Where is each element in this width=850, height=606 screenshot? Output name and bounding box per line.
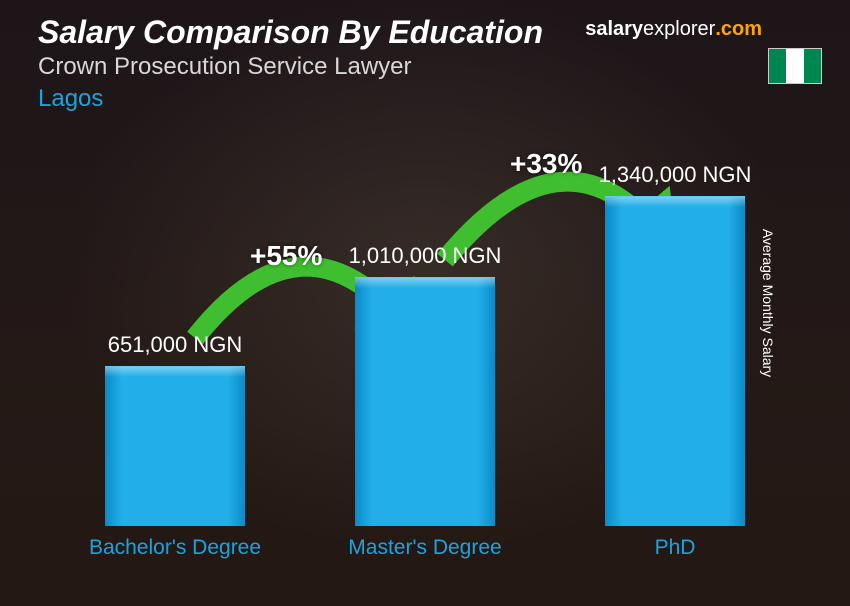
bar — [355, 277, 495, 526]
bar-value-label: 1,010,000 NGN — [349, 243, 502, 269]
bar-group: 651,000 NGN — [50, 332, 300, 526]
brand-logo: salaryexplorer.com — [585, 18, 762, 41]
flag-stripe — [786, 49, 803, 83]
bar — [605, 196, 745, 526]
brand-rest: explorer — [643, 18, 715, 40]
bar-value-label: 1,340,000 NGN — [599, 162, 752, 188]
bar-value-label: 651,000 NGN — [108, 332, 243, 358]
bar-group: 1,010,000 NGN — [300, 243, 550, 526]
location-label: Lagos — [38, 85, 826, 113]
flag-stripe — [769, 49, 786, 83]
bar-category-label: Master's Degree — [300, 530, 550, 586]
bar-group: 1,340,000 NGN — [550, 162, 800, 526]
bar — [105, 366, 245, 526]
infographic-container: Salary Comparison By Education Crown Pro… — [0, 0, 850, 606]
salary-bar-chart: +55% +33% 651,000 NGN 1,010,000 NGN 1,34… — [50, 130, 800, 586]
brand-bold: salary — [585, 18, 643, 40]
bar-category-label: Bachelor's Degree — [50, 530, 300, 586]
brand-tld: .com — [715, 18, 762, 40]
job-subtitle: Crown Prosecution Service Lawyer — [38, 53, 826, 81]
flag-stripe — [804, 49, 821, 83]
x-labels: Bachelor's Degree Master's Degree PhD — [50, 530, 800, 586]
bar-category-label: PhD — [550, 530, 800, 586]
bars-area: 651,000 NGN 1,010,000 NGN 1,340,000 NGN — [50, 130, 800, 526]
country-flag-icon — [768, 48, 822, 84]
